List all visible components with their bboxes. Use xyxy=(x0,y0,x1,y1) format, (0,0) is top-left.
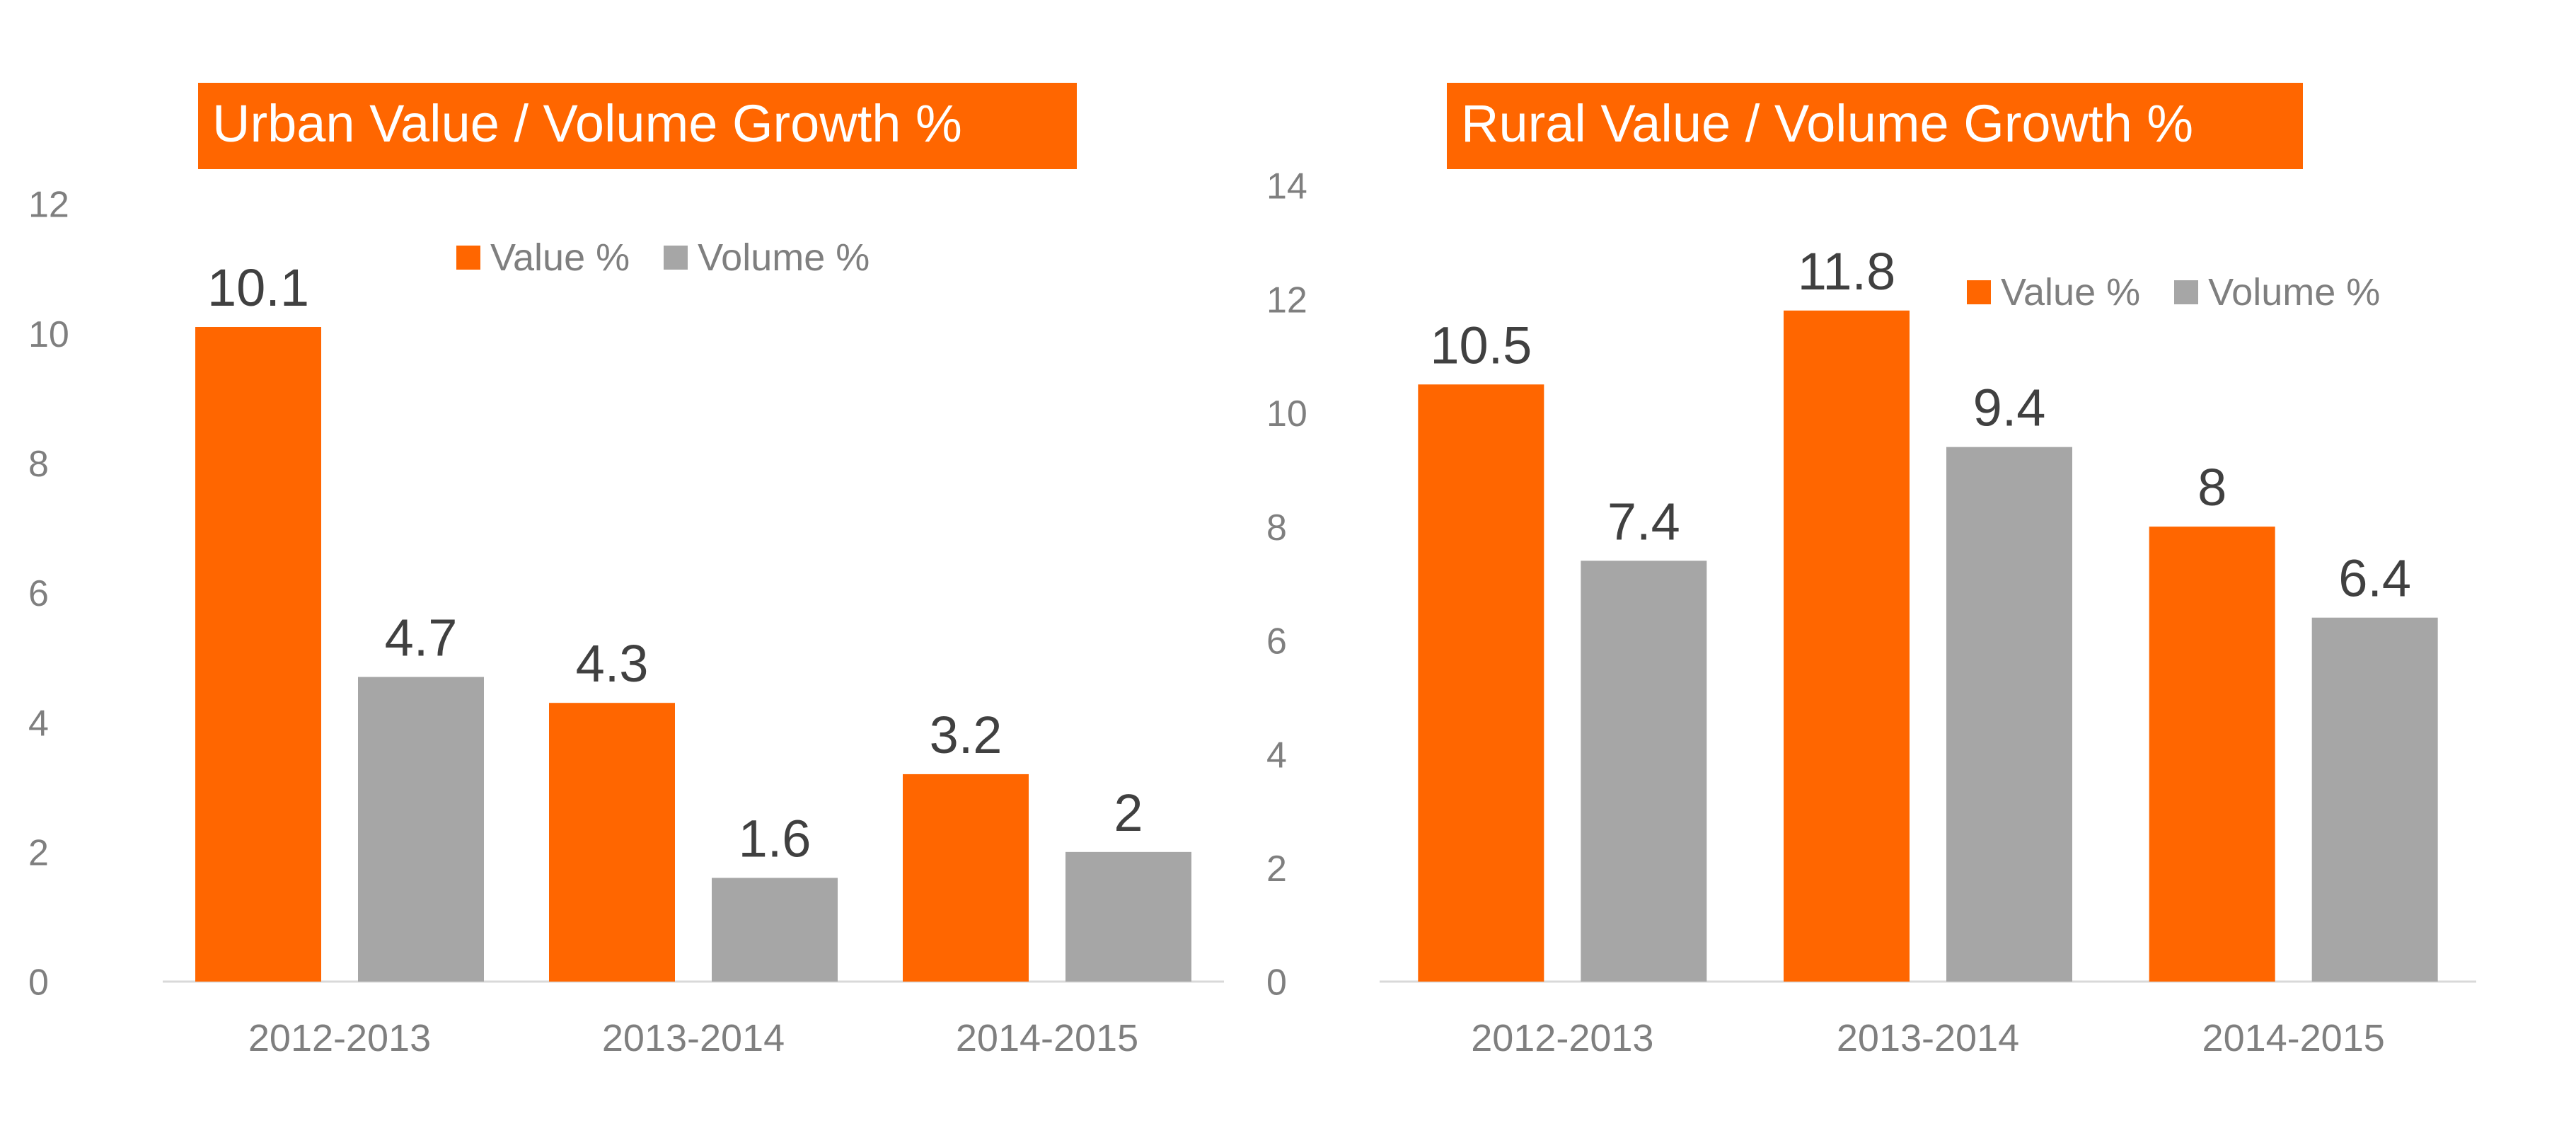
y-tick-label: 6 xyxy=(1266,621,1287,662)
data-label-value: 10.1 xyxy=(207,258,309,317)
category-label: 2014-2015 xyxy=(2202,1017,2385,1059)
category-label: 2013-2014 xyxy=(1837,1017,2019,1059)
legend-swatch-volume xyxy=(664,246,688,270)
chart-title: Rural Value / Volume Growth % xyxy=(1447,83,2303,169)
rural-growth-chart: Rural Value / Volume Growth % 0 2 4 6 8 10 12 1… xyxy=(1259,0,2576,1121)
legend-entry-volume: Volume % xyxy=(2174,270,2380,314)
legend-entry-value: Value % xyxy=(456,236,630,280)
bar-value xyxy=(1418,384,1544,982)
legend-label-volume: Volume % xyxy=(698,236,870,279)
y-tick-label: 8 xyxy=(28,444,49,485)
y-tick-label: 4 xyxy=(1266,735,1287,776)
urban-plot-area: 0 2 4 6 8 10 12 10.1 4.7 2012-2013 4.3 1.6 2013-2014… xyxy=(28,185,1224,1059)
bar-volume xyxy=(712,878,838,982)
legend: Value % Volume % xyxy=(456,236,903,280)
data-label-volume: 1.6 xyxy=(739,809,812,868)
bar-value xyxy=(549,703,675,982)
data-label-value: 10.5 xyxy=(1430,316,1532,374)
bar-volume xyxy=(1581,560,1707,982)
data-label-value: 11.8 xyxy=(1798,242,1896,301)
legend-label-value: Value % xyxy=(490,236,630,279)
data-label-volume: 2 xyxy=(1114,783,1143,842)
legend-label-volume: Volume % xyxy=(2208,271,2381,314)
legend-entry-volume: Volume % xyxy=(664,236,870,280)
bar-volume xyxy=(1946,447,2072,982)
legend-swatch-value xyxy=(1967,280,1991,304)
data-label-volume: 4.7 xyxy=(385,609,458,667)
data-label-value: 4.3 xyxy=(576,634,649,693)
bar-value xyxy=(903,774,1029,982)
bar-value xyxy=(195,327,321,982)
chart-title: Urban Value / Volume Growth % xyxy=(198,83,1077,169)
bar-value xyxy=(1784,310,1910,982)
y-tick-label: 12 xyxy=(1266,280,1307,321)
legend-entry-value: Value % xyxy=(1967,270,2140,314)
bar-value xyxy=(2149,527,2275,982)
y-tick-label: 0 xyxy=(1266,962,1287,1004)
category-label: 2013-2014 xyxy=(602,1017,785,1059)
data-label-value: 3.2 xyxy=(930,706,1003,764)
y-tick-label: 10 xyxy=(28,314,69,355)
data-label-volume: 7.4 xyxy=(1607,492,1680,551)
data-label-volume: 6.4 xyxy=(2338,549,2411,608)
rural-plot-area: 0 2 4 6 8 10 12 14 10.5 7.4 2012-2013 11.8 9.4 2013-2… xyxy=(1266,166,2476,1059)
legend-label-value: Value % xyxy=(2001,271,2141,314)
bar-volume xyxy=(2311,617,2438,982)
y-tick-label: 12 xyxy=(28,185,69,226)
data-label-value: 8 xyxy=(2197,458,2226,517)
bar-volume xyxy=(358,677,484,982)
bar-volume xyxy=(1065,851,1191,982)
y-tick-label: 8 xyxy=(1266,507,1287,548)
legend-swatch-volume xyxy=(2174,280,2199,304)
y-tick-label: 10 xyxy=(1266,393,1307,435)
y-tick-label: 14 xyxy=(1266,166,1307,207)
y-tick-label: 0 xyxy=(28,962,49,1004)
y-tick-label: 4 xyxy=(28,703,49,744)
data-label-volume: 9.4 xyxy=(1973,379,2046,437)
y-tick-label: 2 xyxy=(28,833,49,874)
category-label: 2014-2015 xyxy=(956,1017,1138,1059)
urban-growth-chart: Urban Value / Volume Growth % 0 2 4 6 8 10 12 1… xyxy=(0,0,1259,1121)
category-label: 2012-2013 xyxy=(248,1017,431,1059)
category-label: 2012-2013 xyxy=(1471,1017,1653,1059)
legend-swatch-value xyxy=(456,246,480,270)
y-tick-label: 6 xyxy=(28,573,49,614)
legend: Value % Volume % xyxy=(1967,270,2414,314)
y-tick-label: 2 xyxy=(1266,849,1287,890)
